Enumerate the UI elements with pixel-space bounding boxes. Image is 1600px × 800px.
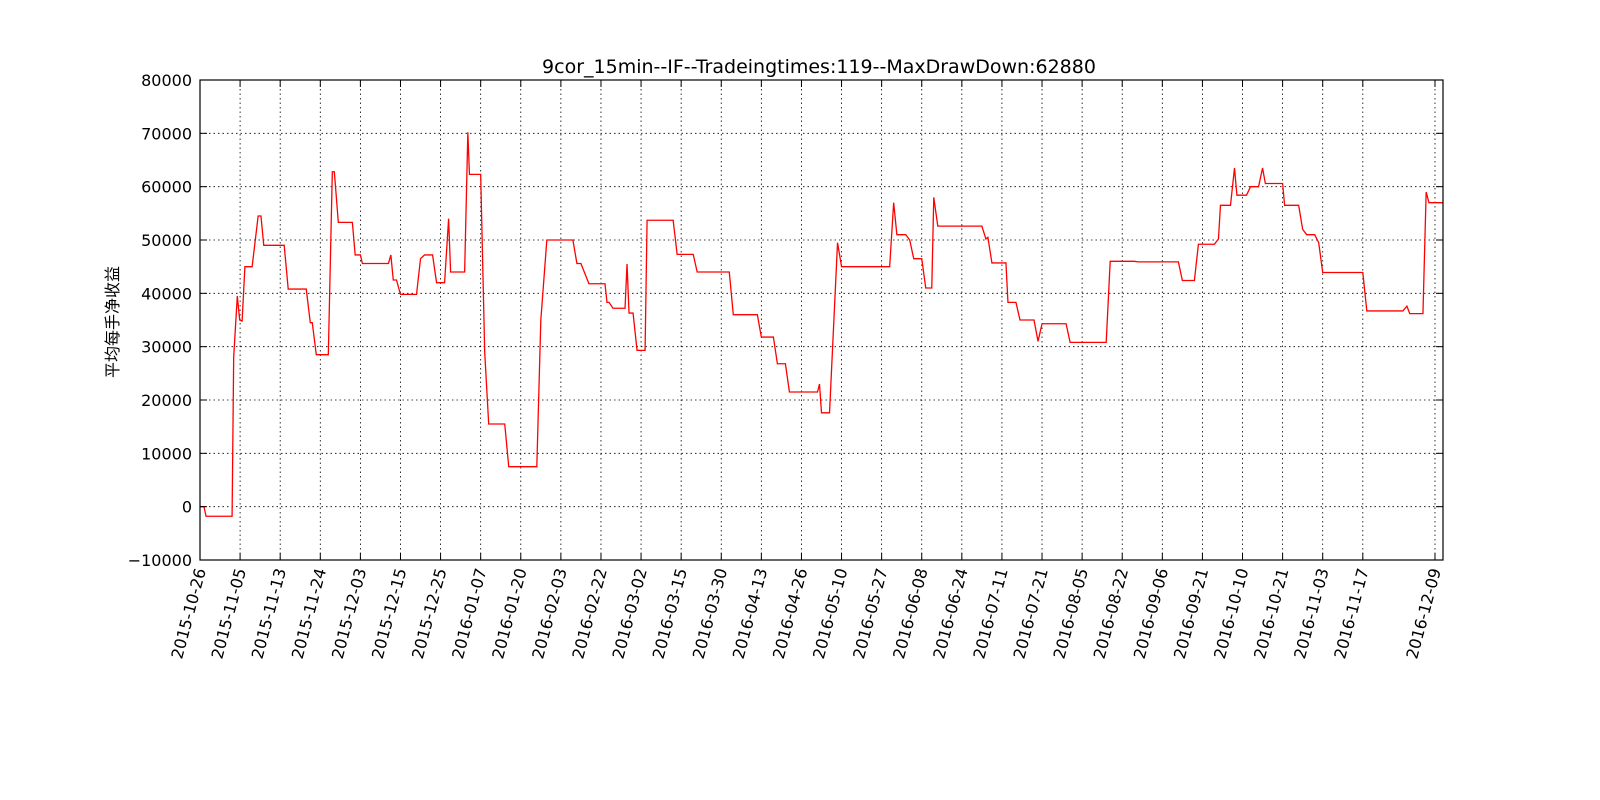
x-tick-label: 2016-02-03 <box>528 566 570 661</box>
x-tick-label: 2016-04-26 <box>769 566 811 661</box>
plot-area-frame <box>199 79 1444 561</box>
x-tick-label: 2016-08-05 <box>1050 566 1092 661</box>
y-tick-label: −10000 <box>128 551 192 570</box>
x-tick-label: 2015-12-03 <box>328 566 370 661</box>
chart-title: 9cor_15min--IF--Tradeingtimes:119--MaxDr… <box>542 56 1096 78</box>
y-axis-label: 平均每手净收益 <box>103 266 122 378</box>
x-tick-label: 2016-07-11 <box>969 566 1011 661</box>
series-group <box>200 132 1443 517</box>
x-tick-label: 2016-12-09 <box>1402 566 1444 661</box>
y-axis: −10000 0 10000 20000 30000 40000 50000 60000 700… <box>128 71 1443 570</box>
x-tick-label: 2015-12-25 <box>408 566 450 661</box>
x-tick-label: 2015-11-13 <box>248 566 290 661</box>
series-line <box>200 132 1443 517</box>
x-axis: 2015-10-262015-11-052015-11-132015-11-24… <box>167 80 1445 661</box>
y-tick-label: 50000 <box>141 231 192 250</box>
x-tick-label: 2016-08-22 <box>1090 566 1132 661</box>
x-tick-label: 2016-10-21 <box>1250 566 1292 661</box>
x-tick-label: 2016-10-10 <box>1210 566 1252 661</box>
y-tick-label: 60000 <box>141 178 192 197</box>
y-tick-label: 20000 <box>141 391 192 410</box>
x-tick-label: 2016-04-13 <box>729 566 771 661</box>
x-tick-label: 2016-09-06 <box>1130 566 1172 661</box>
x-tick-label: 2016-03-15 <box>649 566 691 661</box>
x-tick-label: 2016-05-10 <box>809 566 851 661</box>
x-tick-label: 2016-05-27 <box>849 566 891 661</box>
y-tick-label: 10000 <box>141 444 192 463</box>
y-tick-label: 30000 <box>141 338 192 357</box>
x-tick-label: 2016-06-24 <box>929 566 971 661</box>
x-tick-label: 2016-11-03 <box>1290 566 1332 661</box>
x-tick-label: 2016-02-22 <box>568 566 610 661</box>
x-tick-label: 2016-06-08 <box>889 566 931 661</box>
x-tick-label: 2016-09-21 <box>1170 566 1212 661</box>
x-tick-label: 2016-11-17 <box>1330 566 1372 661</box>
grid-lines <box>199 80 1443 560</box>
y-tick-label: 0 <box>182 498 192 517</box>
y-tick-label: 80000 <box>141 71 192 90</box>
y-tick-label: 40000 <box>141 284 192 303</box>
y-tick-label: 70000 <box>141 124 192 143</box>
x-tick-label: 2015-11-24 <box>288 566 330 661</box>
x-tick-label: 2016-01-20 <box>488 566 530 661</box>
x-tick-label: 2016-03-30 <box>689 566 731 661</box>
x-tick-label: 2015-11-05 <box>208 566 250 661</box>
x-tick-label: 2016-03-02 <box>609 566 651 661</box>
x-tick-label: 2015-12-15 <box>368 566 410 661</box>
x-tick-label: 2015-10-26 <box>167 566 209 661</box>
x-tick-label: 2016-01-07 <box>448 566 490 661</box>
x-tick-label: 2016-07-21 <box>1009 566 1051 661</box>
